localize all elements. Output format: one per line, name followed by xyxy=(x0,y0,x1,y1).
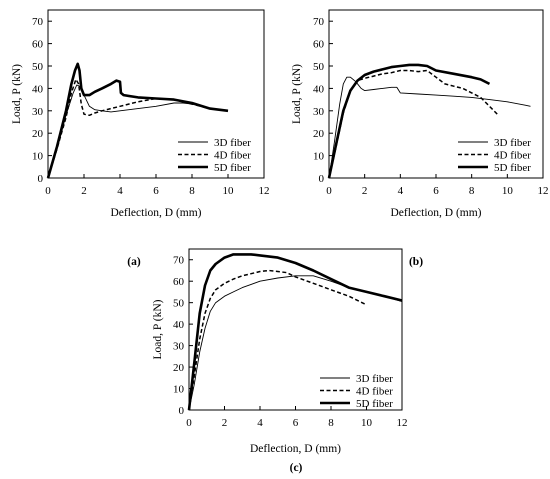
y-tick-label: 70 xyxy=(173,255,185,267)
series-line-3d-fiber xyxy=(328,76,531,179)
x-tick-label: 4 xyxy=(257,417,263,429)
chart-panel-c: 0 2 4 6 8 10 12 0 10 20 30 40 50 60 70 Deflection, D (m… xyxy=(152,248,408,474)
y-tick-label: 50 xyxy=(313,61,325,73)
y-tick-label: 0 xyxy=(319,173,325,185)
x-axis-title: Deflection, D (mm) xyxy=(110,207,201,219)
x-tick-label: 10 xyxy=(502,185,514,197)
y-tick-label: 0 xyxy=(38,173,44,185)
x-tick-label: 0 xyxy=(45,185,51,197)
y-tick-label: 60 xyxy=(32,39,44,51)
x-tick-label: 10 xyxy=(223,185,235,197)
x-axis-title: Deflection, D (mm) xyxy=(390,207,481,219)
x-tick-label: 12 xyxy=(259,185,270,197)
y-tick-label: 10 xyxy=(313,151,325,163)
chart-panel-b: 0 2 4 6 8 10 12 0 10 20 30 40 50 60 70 Deflection, D (m… xyxy=(291,9,549,268)
x-tick-label: 12 xyxy=(397,417,408,429)
y-axis-title: Load, P (kN) xyxy=(11,64,23,124)
x-tick-label: 12 xyxy=(538,185,549,197)
x-tick-label: 8 xyxy=(469,185,475,197)
legend-label: 3D fiber xyxy=(214,137,251,149)
legend-label: 4D fiber xyxy=(494,150,531,162)
y-tick-label: 70 xyxy=(313,16,325,28)
x-tick-label: 0 xyxy=(326,185,332,197)
y-tick-label: 20 xyxy=(313,128,325,140)
legend-label: 3D fiber xyxy=(494,137,531,149)
x-tick-label: 8 xyxy=(189,185,195,197)
legend-label: 4D fiber xyxy=(356,386,393,398)
x-tick-label: 2 xyxy=(81,185,87,197)
y-axis-title: Load, P (kN) xyxy=(291,64,303,124)
y-tick-label: 60 xyxy=(173,276,185,288)
x-tick-label: 6 xyxy=(433,185,439,197)
x-axis-title: Deflection, D (mm) xyxy=(250,443,341,455)
legend-label: 4D fiber xyxy=(214,150,251,162)
y-tick-label: 40 xyxy=(313,83,325,95)
panel-label: (b) xyxy=(409,256,423,268)
x-tick-label: 4 xyxy=(398,185,404,197)
x-tick-label: 4 xyxy=(117,185,123,197)
series-line-5d-fiber xyxy=(327,63,491,179)
y-tick-label: 20 xyxy=(173,362,185,374)
series-line-5d-fiber xyxy=(46,62,229,179)
y-tick-label: 10 xyxy=(32,151,44,163)
panel-label: (c) xyxy=(290,462,303,474)
y-tick-label: 20 xyxy=(32,128,44,140)
x-tick-label: 6 xyxy=(153,185,159,197)
panel-label: (a) xyxy=(127,256,141,268)
legend-label: 5D fiber xyxy=(494,162,531,174)
x-tick-label: 6 xyxy=(293,417,299,429)
x-tick-label: 0 xyxy=(186,417,192,429)
y-tick-label: 70 xyxy=(32,16,44,28)
x-tick-label: 2 xyxy=(222,417,228,429)
y-tick-label: 40 xyxy=(32,83,44,95)
y-tick-label: 50 xyxy=(32,61,44,73)
x-tick-label: 10 xyxy=(361,417,373,429)
series-line-5d-fiber xyxy=(187,253,403,411)
series-line-4d-fiber xyxy=(188,269,367,411)
series-line-3d-fiber xyxy=(47,84,229,179)
y-tick-label: 30 xyxy=(173,341,185,353)
legend-label: 5D fiber xyxy=(214,162,251,174)
y-tick-label: 30 xyxy=(313,106,325,118)
y-tick-label: 50 xyxy=(173,298,185,310)
legend-label: 3D fiber xyxy=(356,373,393,385)
chart-panel-a: 0 2 4 6 8 10 12 0 10 20 30 40 50 60 70 Deflection, D (m… xyxy=(11,9,270,268)
y-tick-label: 40 xyxy=(173,319,185,331)
y-tick-label: 10 xyxy=(173,384,185,396)
series-line-4d-fiber xyxy=(47,78,229,179)
y-tick-label: 60 xyxy=(313,39,325,51)
legend-label: 5D fiber xyxy=(356,398,393,410)
y-axis-title: Load, P (kN) xyxy=(152,299,164,359)
x-tick-label: 2 xyxy=(362,185,368,197)
y-tick-label: 30 xyxy=(32,106,44,118)
y-tick-label: 0 xyxy=(179,405,185,417)
x-tick-label: 8 xyxy=(328,417,334,429)
